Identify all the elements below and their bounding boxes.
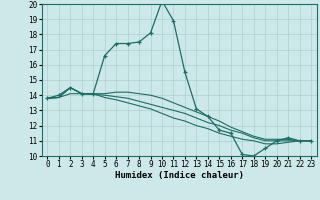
- X-axis label: Humidex (Indice chaleur): Humidex (Indice chaleur): [115, 171, 244, 180]
